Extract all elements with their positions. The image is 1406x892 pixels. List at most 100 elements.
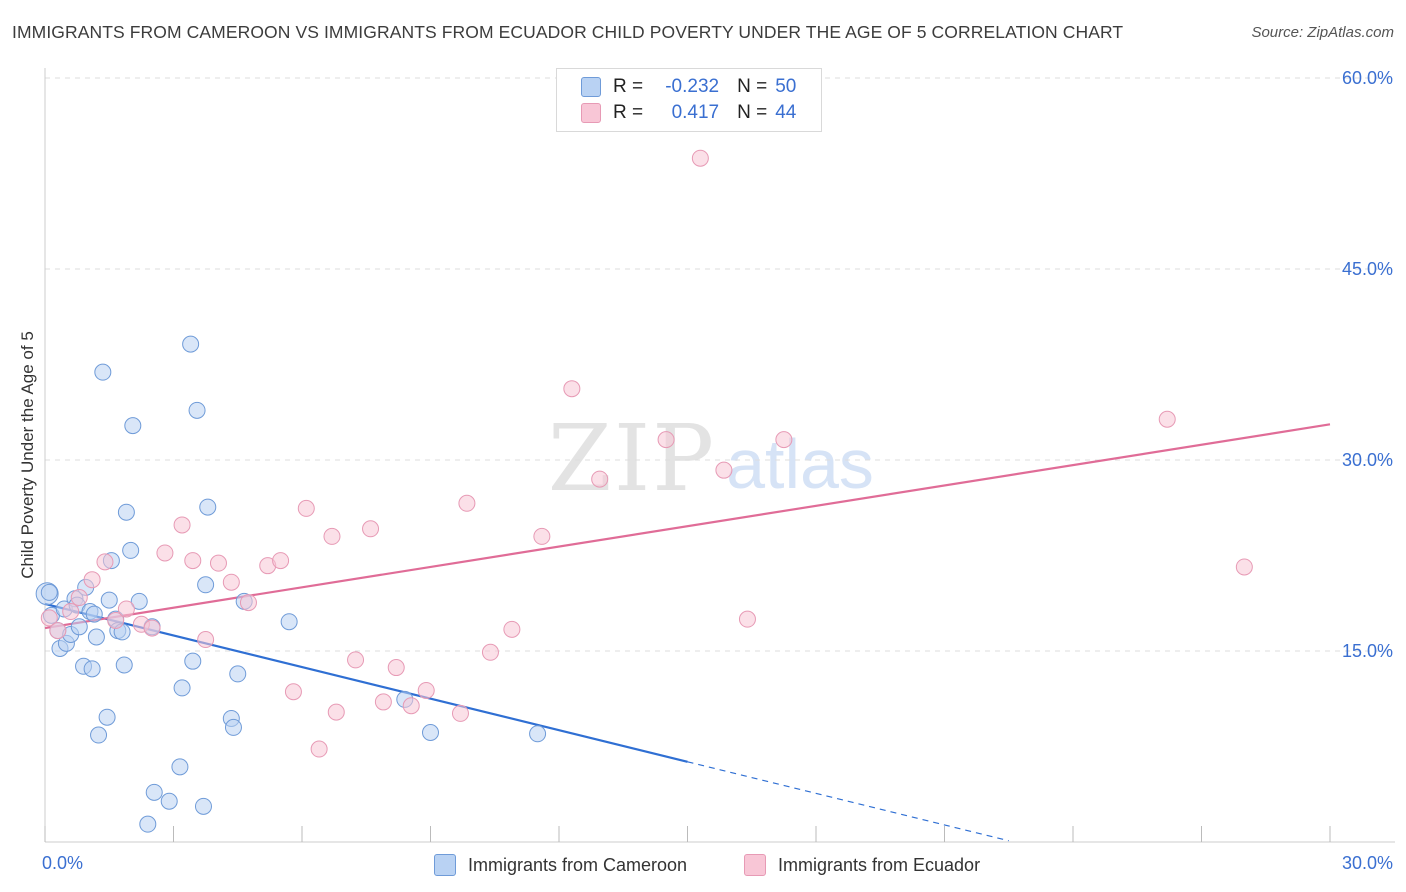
ecuador-point (70, 589, 88, 607)
ecuador-point (657, 431, 675, 449)
cameroon-point (184, 652, 202, 670)
legend-label-cameroon: Immigrants from Cameroon (468, 854, 688, 875)
cameroon-point (85, 605, 103, 623)
ecuador-point (297, 499, 315, 517)
r-value: 0.417 (671, 102, 720, 123)
cameroon-swatch (434, 854, 456, 876)
ecuador-point (715, 461, 733, 479)
source-credit: Source: ZipAtlas.com (1251, 24, 1394, 41)
cameroon-point (90, 726, 108, 744)
legend-label-ecuador: Immigrants from Ecuador (778, 854, 981, 875)
y-tick-label: 60.0% (1342, 68, 1393, 88)
cameroon-point (224, 718, 242, 736)
n-value: 44 (775, 102, 797, 123)
ecuador-point (563, 380, 581, 398)
r-value: -0.232 (665, 76, 720, 97)
cameroon-point (122, 541, 140, 559)
ecuador-point (503, 620, 521, 638)
ecuador-point (738, 610, 756, 628)
ecuador-point (323, 527, 341, 545)
legend-row-ecuador: R = 0.417 N = 44 (581, 101, 796, 125)
ecuador-point (1235, 558, 1253, 576)
ecuador-point (374, 693, 392, 711)
cameroon-point (40, 583, 58, 601)
tick-labels: 15.0% 30.0% 45.0% 60.0% 0.0% 30.0% (42, 68, 1393, 873)
ecuador-point (40, 609, 58, 627)
ecuador-point (156, 544, 174, 562)
ecuador-trend-line (44, 423, 1331, 630)
cameroon-point (83, 660, 101, 678)
ecuador-point (184, 552, 202, 570)
ecuador-point (107, 611, 125, 629)
cameroon-point (280, 613, 298, 631)
r-label: R = (613, 76, 644, 97)
ecuador-point (284, 683, 302, 701)
data-points (35, 149, 1253, 833)
legend-item-ecuador: Immigrants from Ecuador (744, 852, 980, 878)
cameroon-point (94, 363, 112, 381)
cameroon-point (194, 797, 212, 815)
ecuador-point (591, 470, 609, 488)
cameroon-point (229, 665, 247, 683)
ecuador-swatch (744, 854, 766, 876)
cameroon-point (87, 628, 105, 646)
x-tick-label: 0.0% (42, 853, 83, 873)
cameroon-point (160, 792, 178, 810)
ecuador-point (533, 527, 551, 545)
ecuador-point (387, 659, 405, 677)
ecuador-point (362, 520, 380, 538)
cameroon-point (171, 758, 189, 776)
ecuador-point (417, 681, 435, 699)
cameroon-point (422, 723, 439, 741)
ecuador-point (458, 494, 476, 512)
chart-title: IMMIGRANTS FROM CAMEROON VS IMMIGRANTS F… (12, 22, 1124, 42)
ecuador-swatch (581, 103, 601, 123)
cameroon-point (124, 417, 142, 435)
y-tick-label: 15.0% (1342, 641, 1393, 661)
cameroon-point (100, 591, 118, 609)
axes (44, 68, 1395, 843)
watermark-atlas: atlas (726, 425, 874, 503)
ecuador-point (96, 553, 114, 571)
ecuador-point (173, 516, 191, 534)
ecuador-point (775, 431, 793, 449)
cameroon-point (197, 576, 215, 594)
ecuador-point (327, 703, 345, 721)
n-value: 50 (775, 76, 797, 97)
ecuador-point (49, 622, 67, 640)
cameroon-point (182, 335, 200, 353)
ecuador-point (1158, 410, 1176, 428)
cameroon-point (117, 503, 135, 521)
ecuador-point (481, 643, 499, 661)
ecuador-point (209, 554, 227, 572)
cameroon-point (199, 498, 217, 516)
ecuador-point (117, 600, 135, 618)
grid-lines (45, 77, 1395, 652)
ecuador-point (222, 573, 240, 591)
cameroon-point (115, 656, 133, 674)
watermark: ZIP atlas (548, 405, 874, 512)
n-label: N = (737, 76, 768, 97)
y-tick-label: 30.0% (1342, 450, 1393, 470)
ecuador-point (143, 619, 161, 637)
cameroon-point (188, 401, 206, 419)
cameroon-swatch (581, 77, 601, 97)
x-tick-label: 30.0% (1342, 853, 1393, 873)
r-label: R = (613, 102, 644, 123)
cameroon-point (173, 679, 191, 697)
cameroon-point (529, 725, 547, 743)
correlation-legend: R = -0.232 N = 50 R = 0.417 N = 44 (556, 68, 822, 132)
ecuador-point (83, 571, 101, 589)
legend-row-cameroon: R = -0.232 N = 50 (581, 75, 796, 99)
cameroon-point (145, 783, 163, 801)
ecuador-point (347, 651, 365, 669)
ecuador-point (272, 552, 290, 570)
ecuador-point (310, 740, 328, 758)
cameroon-point (70, 618, 88, 636)
y-tick-label: 45.0% (1342, 259, 1393, 279)
n-label: N = (737, 102, 768, 123)
ecuador-point (451, 704, 469, 722)
legend-item-cameroon: Immigrants from Cameroon (434, 852, 687, 878)
ecuador-point (402, 697, 420, 715)
